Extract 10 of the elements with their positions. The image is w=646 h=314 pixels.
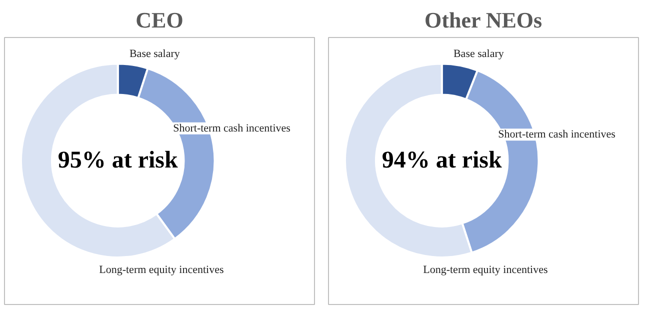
slice-label: Base salary xyxy=(129,48,180,60)
text: 95% at risk xyxy=(58,148,178,174)
slice-label: Long-term equity incentives xyxy=(99,264,224,276)
slice-label: Base salary xyxy=(453,48,504,60)
slice-label: Long-term equity incentives xyxy=(423,264,548,276)
text: 94% at risk xyxy=(382,148,502,174)
slice-label: Short-term cash incentives xyxy=(498,128,616,141)
chart-title: Other NEOs xyxy=(424,8,543,32)
slice-label: Short-term cash incentives xyxy=(173,122,290,134)
chart-title: CEO xyxy=(136,8,184,32)
